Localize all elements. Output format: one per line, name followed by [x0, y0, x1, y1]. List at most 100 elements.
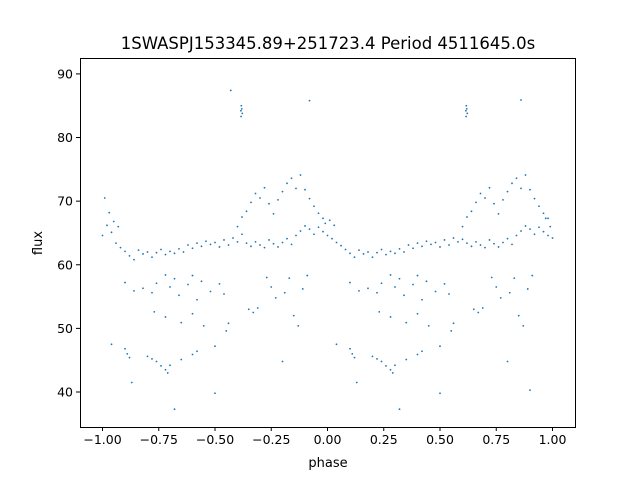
data-point [358, 249, 360, 252]
x-tick-label: −0.75 [140, 432, 178, 447]
data-point [488, 239, 491, 241]
data-point [416, 312, 419, 315]
data-point [268, 202, 270, 205]
data-point [475, 201, 477, 204]
data-point [439, 392, 441, 395]
data-point [522, 324, 525, 327]
data-point [511, 243, 513, 246]
data-point [128, 254, 131, 257]
data-point [214, 345, 216, 348]
data-point [434, 241, 437, 244]
data-point [389, 368, 392, 371]
data-point [205, 240, 207, 243]
data-point [389, 250, 392, 253]
data-point [328, 219, 331, 222]
data-point [299, 230, 302, 232]
data-point [484, 197, 486, 199]
data-point [493, 202, 495, 205]
data-point [398, 277, 401, 280]
data-point [164, 368, 167, 371]
y-tick-label: 40 [57, 385, 73, 400]
data-point [313, 205, 315, 208]
data-point [443, 239, 446, 241]
data-point [547, 234, 549, 237]
data-point [465, 108, 468, 110]
data-point [344, 248, 347, 251]
data-point [223, 293, 225, 295]
data-point [295, 234, 297, 237]
data-point [182, 251, 185, 253]
data-point [367, 251, 369, 253]
data-point [142, 253, 144, 255]
y-tick-label: 60 [57, 257, 73, 272]
data-point [542, 230, 545, 233]
data-point [551, 237, 554, 239]
x-tick-label: 0.00 [314, 432, 342, 447]
data-point [448, 293, 450, 295]
data-point [371, 355, 374, 358]
data-point [151, 358, 153, 360]
data-point [533, 233, 536, 236]
data-point [229, 89, 232, 92]
data-point [520, 187, 522, 190]
data-point [376, 291, 378, 294]
data-point [272, 212, 275, 215]
data-point [412, 247, 414, 250]
data-point [286, 237, 288, 240]
y-axis: 40 50 60 70 80 90 [57, 66, 80, 400]
data-point [286, 182, 288, 185]
data-point [250, 245, 252, 248]
data-point [520, 230, 522, 232]
data-point [288, 277, 291, 280]
data-point [450, 330, 453, 332]
data-point [164, 316, 167, 318]
data-point [274, 296, 277, 299]
data-point [130, 381, 133, 384]
data-point [466, 216, 468, 218]
data-point [349, 252, 351, 255]
data-point [200, 280, 203, 283]
data-point [133, 289, 135, 292]
data-point [421, 298, 423, 301]
data-point [160, 365, 162, 367]
data-point [196, 298, 198, 301]
data-point [155, 282, 158, 285]
data-point [292, 314, 295, 317]
data-point [506, 190, 509, 193]
data-point [259, 197, 261, 199]
data-point [380, 360, 383, 363]
data-point [128, 356, 131, 359]
data-point [240, 115, 243, 118]
chart-title: 1SWASPJ153345.89+251723.4 Period 4511645… [121, 34, 536, 53]
data-point [461, 225, 464, 228]
data-point [277, 198, 279, 201]
y-tick-label: 70 [57, 194, 73, 209]
data-point [331, 237, 333, 240]
data-point [166, 372, 169, 374]
data-point [299, 174, 302, 176]
data-point [405, 358, 408, 361]
y-tick-label: 50 [57, 321, 73, 336]
data-point [236, 240, 239, 243]
data-point [538, 205, 540, 208]
data-point [549, 225, 552, 228]
data-point [173, 277, 176, 280]
data-point [353, 256, 356, 259]
data-point [124, 347, 126, 350]
data-point [515, 234, 518, 237]
data-point [106, 224, 108, 227]
data-point [187, 283, 189, 286]
data-point [378, 310, 381, 313]
data-point [430, 243, 432, 246]
data-point [490, 276, 493, 279]
data-point [254, 192, 257, 195]
data-point [452, 322, 455, 325]
data-point [301, 288, 304, 290]
data-point [196, 242, 198, 245]
x-tick-label: −0.25 [252, 432, 290, 447]
data-point [155, 360, 158, 363]
data-point [151, 291, 153, 294]
data-point [389, 316, 392, 318]
data-point [544, 217, 547, 220]
data-point [265, 276, 268, 279]
